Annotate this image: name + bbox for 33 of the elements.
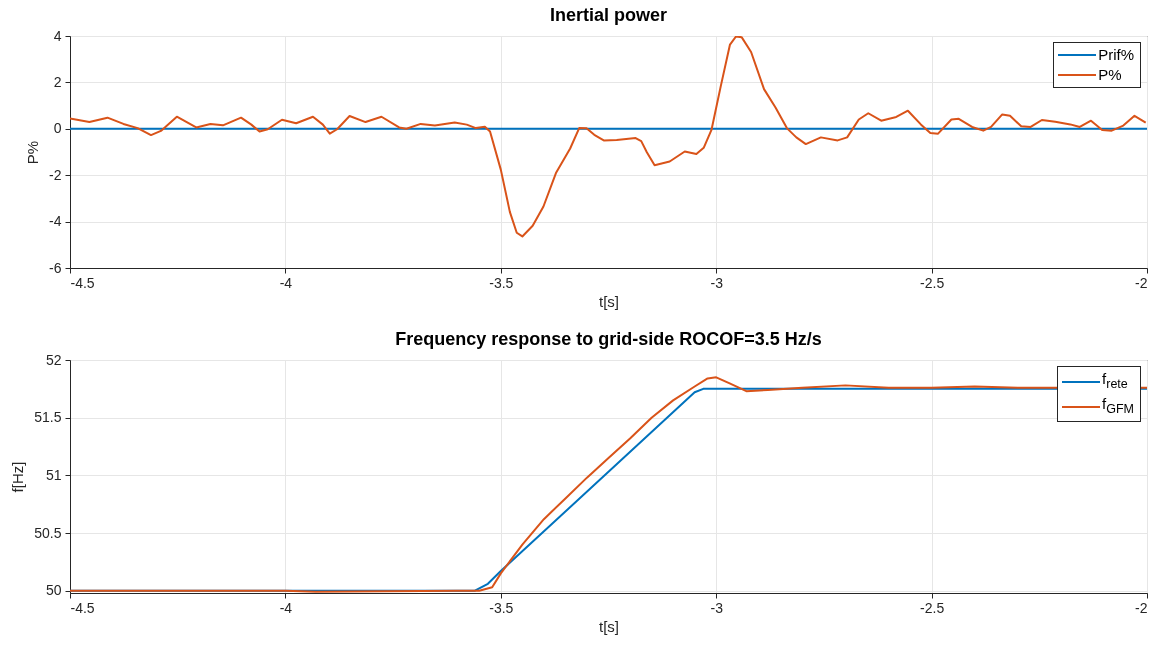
y-tick-label: 2 (53, 73, 62, 90)
x-axis-title: t[s] (598, 292, 620, 310)
x-tick-label: -2 (1135, 599, 1148, 616)
x-tick-label: -3.5 (489, 274, 514, 291)
x-tick-label: -2.5 (920, 599, 945, 616)
y-tick-label: 0 (53, 120, 62, 137)
y-tick-label: -4 (49, 213, 62, 230)
x-tick-label: -4.5 (70, 274, 95, 291)
x-tick-label: -3 (710, 274, 724, 291)
legend-label: P% (1098, 65, 1122, 85)
y-tick-label: 51.5 (34, 409, 62, 426)
chart-title: Inertial power (549, 5, 668, 25)
x-tick-label: -4 (279, 599, 293, 616)
y-tick-label: -6 (49, 259, 62, 276)
y-axis-title: P% (24, 140, 42, 165)
y-tick-label: 4 (53, 27, 62, 44)
legend-label: Prif% (1098, 45, 1134, 65)
legend-label: f$_{rete}$ (1102, 369, 1128, 393)
y-tick-label: 51 (45, 466, 62, 483)
legend-label: f$_{GFM}$ (1102, 394, 1134, 418)
x-tick-label: -2 (1135, 274, 1148, 291)
y-axis-title: f[Hz] (9, 461, 27, 493)
x-axis-title: t[s] (598, 617, 620, 635)
y-tick-label: -2 (49, 166, 62, 183)
y-tick-label: 50.5 (34, 524, 62, 541)
chart-title: Frequency response to grid-side ROCOF=3.5 Hz/s (395, 329, 822, 349)
x-tick-label: -4.5 (70, 599, 95, 616)
x-tick-label: -2.5 (920, 274, 945, 291)
y-tick-label: 52 (45, 351, 62, 368)
x-tick-label: -4 (279, 274, 293, 291)
x-tick-label: -3 (710, 599, 724, 616)
y-tick-label: 50 (45, 582, 62, 599)
x-tick-label: -3.5 (489, 599, 514, 616)
